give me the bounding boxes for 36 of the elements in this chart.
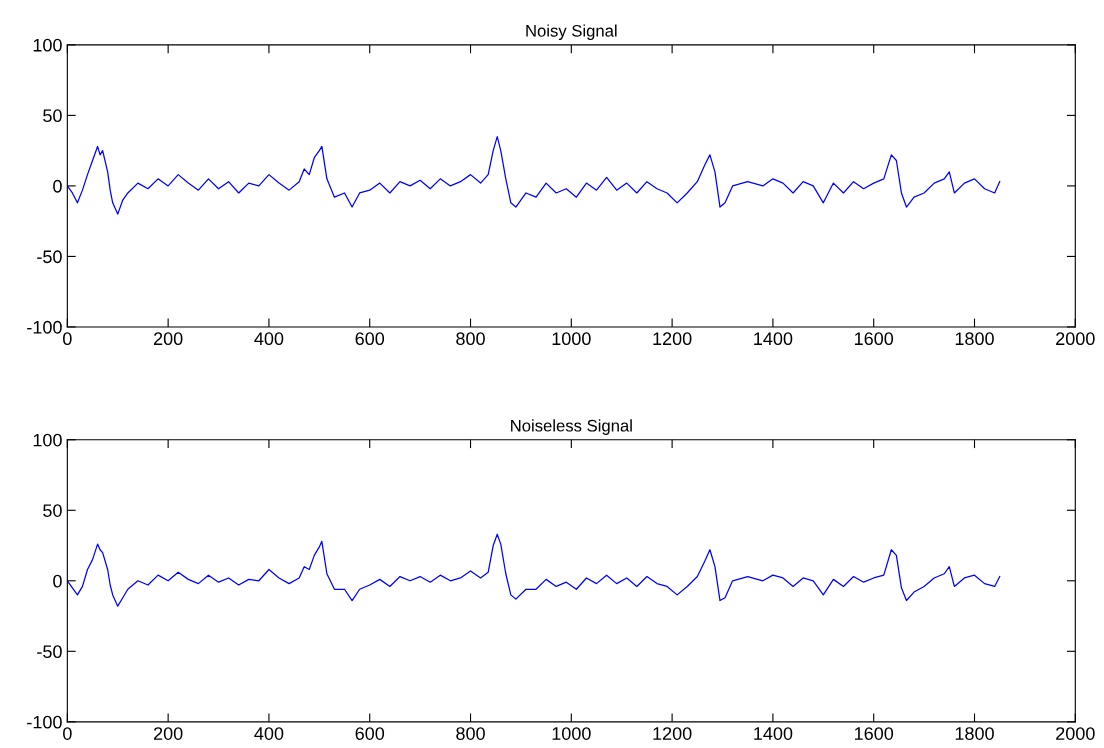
x-tick-label: 1600 [855,727,894,740]
x-tick-label: 200 [153,727,183,740]
x-tick-label: 1400 [754,727,793,740]
x-tick-label: 800 [456,727,485,740]
x-tick-label: 1400 [754,332,793,346]
x-tick-label: 1200 [653,727,692,740]
x-tick-label: 1000 [552,332,591,346]
x-tick-label: 600 [355,332,385,346]
chart-title: Noisy Signal [526,24,617,41]
y-tick-label: -100 [27,715,62,729]
x-tick-label: 2000 [1056,332,1095,346]
x-tick-label: 800 [456,332,485,346]
y-tick-label: 0 [53,574,62,588]
x-tick-label: 1800 [955,332,994,346]
line-series [67,533,1001,607]
y-tick-label: -50 [37,250,62,264]
y-tick-label: 100 [33,433,62,447]
x-tick-label: 0 [63,332,72,346]
chart-title: Noiseless Signal [511,419,632,435]
y-tick-label: -100 [27,320,62,334]
y-tick-label: -50 [37,645,62,659]
x-tick-label: 1800 [955,727,994,740]
line-series [67,135,1001,215]
y-tick-label: 50 [43,109,62,123]
x-tick-label: 1000 [552,727,591,740]
x-tick-label: 1600 [855,332,894,346]
x-tick-label: 1200 [653,332,692,346]
y-tick-label: 0 [53,179,62,193]
x-tick-label: 2000 [1056,727,1095,740]
x-tick-label: 400 [254,727,284,740]
x-tick-label: 200 [153,332,183,346]
y-tick-label: 100 [33,38,62,52]
x-tick-label: 400 [254,332,284,346]
x-tick-label: 600 [355,727,385,740]
y-tick-label: 50 [43,504,62,517]
x-tick-label: 0 [63,727,72,740]
